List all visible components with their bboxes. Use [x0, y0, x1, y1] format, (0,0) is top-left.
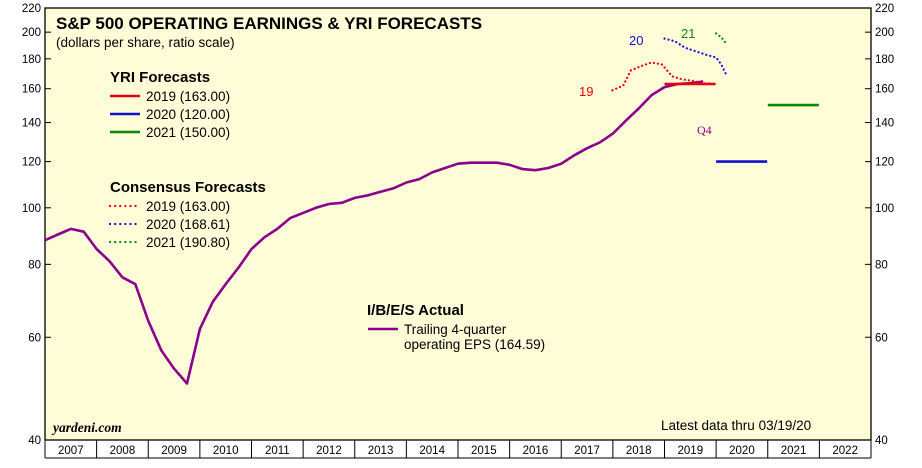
legend-label-consensus-forecasts-2020: 2020 (168.61) [146, 217, 230, 232]
x-tick-label: 2009 [161, 445, 187, 457]
latest-data-note: Latest data thru 03/19/20 [661, 418, 811, 433]
legend-label-consensus-forecasts-2019: 2019 (163.00) [146, 199, 230, 214]
y-tick-label-right: 200 [875, 27, 894, 39]
y-tick-label-left: 180 [22, 54, 41, 66]
y-tick-label-right: 140 [875, 118, 894, 130]
y-tick-label-right: 80 [875, 259, 888, 271]
legend-label-consensus-forecasts-2021: 2021 (190.80) [146, 235, 230, 250]
legend-heading-actual: I/B/E/S Actual [367, 302, 464, 319]
x-tick-label: 2010 [213, 445, 239, 457]
x-tick-label: 2020 [729, 445, 755, 457]
y-tick-label-left: 200 [22, 27, 41, 39]
x-tick-label: 2019 [678, 445, 704, 457]
y-tick-label-left: 160 [22, 84, 41, 96]
y-tick-label-right: 180 [875, 54, 894, 66]
series-consensus-forecasts-2019 [611, 61, 715, 92]
x-tick-label: 2012 [316, 445, 342, 457]
y-tick-label-left: 140 [22, 118, 41, 130]
x-tick-label: 2013 [368, 445, 394, 457]
y-tick-label-right: 220 [875, 3, 894, 15]
annotation-q4: Q4 [697, 123, 712, 137]
x-tick-label: 2018 [626, 445, 652, 457]
series-consensus-forecasts-2020 [663, 37, 728, 77]
legend-label-actual-line2: operating EPS (164.59) [404, 337, 545, 352]
y-tick-label-left: 100 [22, 203, 41, 215]
y-tick-label-right: 40 [875, 435, 888, 447]
x-tick-label: 2017 [574, 445, 600, 457]
y-tick-label-left: 80 [28, 259, 41, 271]
legend-label-yri-forecasts-2021: 2021 (150.00) [146, 125, 230, 140]
source-logo: yardeni.com [51, 420, 122, 435]
legend-consensus: 2019 (163.00) 2020 (168.61) 2021 (190.80) [108, 199, 230, 250]
y-tick-label-right: 160 [875, 84, 894, 96]
series-consensus-forecasts-2021 [714, 32, 728, 46]
annotation-20: 20 [629, 33, 643, 48]
legend-label-yri-forecasts-2019: 2019 (163.00) [146, 89, 230, 104]
x-tick-label: 2015 [471, 445, 497, 457]
x-axis: 2007 2008 2009 2010 2011 2012 2013 2014 2015 2016… [44, 440, 872, 459]
y-tick-label-right: 60 [875, 332, 888, 344]
annotation-21: 21 [681, 26, 695, 41]
y-axis-left: 40 60 80 100 120 140 160 180 200 220 [22, 3, 51, 447]
series-actual-trailing [44, 80, 704, 385]
annotation-19: 19 [579, 84, 593, 99]
y-tick-label-left: 120 [22, 157, 41, 169]
y-tick-label-left: 60 [28, 332, 41, 344]
legend-heading-consensus: Consensus Forecasts [110, 179, 266, 196]
y-tick-label-left: 40 [28, 435, 41, 447]
series-layer [44, 32, 819, 385]
y-tick-label-right: 100 [875, 203, 894, 215]
x-tick-label: 2022 [832, 445, 858, 457]
x-tick-label: 2014 [419, 445, 445, 457]
x-tick-label: 2007 [58, 445, 84, 457]
y-tick-label-right: 120 [875, 157, 894, 169]
y-axis-right: 40 60 80 100 120 140 160 180 200 220 [865, 3, 894, 447]
legend-label-actual-line1: Trailing 4-quarter [404, 322, 507, 337]
legend-heading-yri: YRI Forecasts [110, 69, 210, 86]
x-tick-label: 2008 [110, 445, 136, 457]
chart-subtitle: (dollars per share, ratio scale) [56, 35, 235, 50]
chart-title: S&P 500 OPERATING EARNINGS & YRI FORECAS… [56, 14, 482, 33]
y-tick-label-left: 220 [22, 3, 41, 15]
x-tick-label: 2016 [523, 445, 549, 457]
x-tick-label: 2011 [265, 445, 290, 457]
x-tick-label: 2021 [781, 445, 807, 457]
legend-yri: 2019 (163.00) 2020 (120.00) 2021 (150.00) [110, 89, 230, 140]
legend-label-yri-forecasts-2020: 2020 (120.00) [146, 107, 230, 122]
plot-area [44, 7, 872, 441]
